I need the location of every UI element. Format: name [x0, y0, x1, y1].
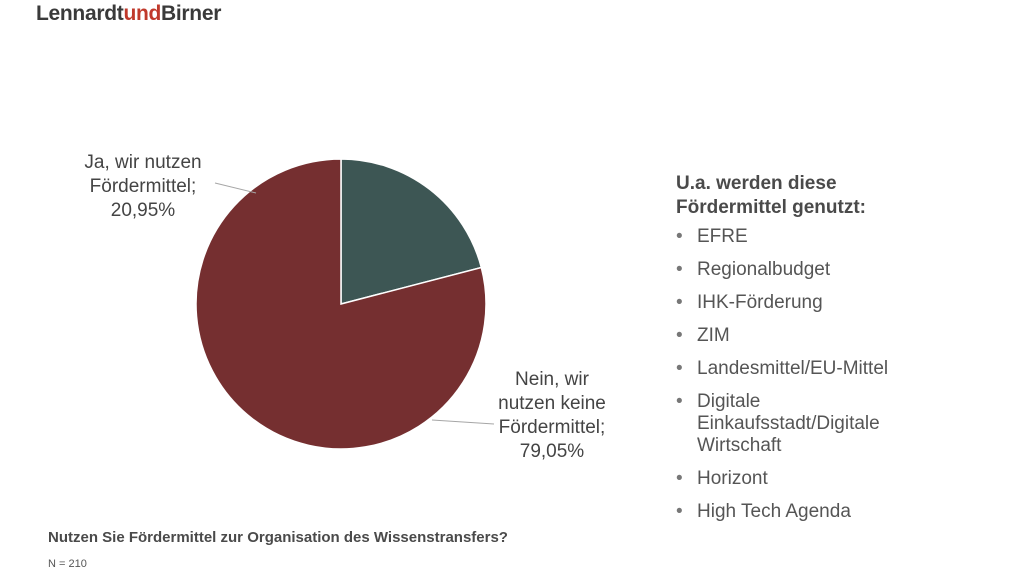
funding-list-item: Horizont: [676, 468, 1006, 490]
funding-list-item: IHK-Förderung: [676, 292, 1006, 314]
pie-leader-line: [214, 182, 257, 194]
funding-list-item: Regionalbudget: [676, 259, 1006, 281]
funding-list-item: EFRE: [676, 226, 1006, 248]
funding-list-item: Landesmittel/EU-Mittel: [676, 358, 1006, 380]
funding-list-title-line-2: Fördermittel genutzt:: [676, 197, 866, 218]
pie-slice-label-line: nutzen keine: [498, 393, 606, 414]
funding-list-item-text: Wirtschaft: [697, 435, 782, 456]
funding-list-item-text: Landesmittel/EU-Mittel: [697, 358, 889, 379]
pie-slice-label: Nein, wir nutzen keine Fördermittel; 79,05%: [498, 369, 606, 462]
pie-slice: [340, 158, 483, 305]
funding-list-item-text: Digitale: [697, 391, 761, 412]
funding-list-item-text: Einkaufsstadt/Digitale: [697, 413, 880, 434]
funding-list: EFRE Regionalbudget IHK-Förderung ZIM Landes…: [676, 226, 1006, 523]
pie-slice-label-line: 79,05%: [520, 441, 585, 462]
pie-slice-label: Ja, wir nutzen Fördermittel; 20,95%: [84, 152, 201, 221]
funding-list-item-text: ZIM: [697, 325, 730, 346]
funding-list-item-text: IHK-Förderung: [697, 292, 823, 313]
funding-list-item: ZIM: [676, 325, 1006, 347]
funding-list-panel: U.a. werden diese Fördermittel genutzt: …: [676, 172, 1006, 534]
brand-logo-part-3: Birner: [161, 2, 222, 25]
chart-question: Nutzen Sie Fördermittel zur Organisation…: [48, 529, 508, 546]
pie-leader-line: [431, 419, 495, 425]
funding-list-title: U.a. werden diese Fördermittel genutzt:: [676, 172, 1006, 220]
pie-slice-label-line: Fördermittel;: [499, 417, 606, 438]
pie-slice-label-line: Ja, wir nutzen: [84, 152, 201, 173]
funding-list-item-text: Regionalbudget: [697, 259, 831, 280]
funding-list-item-text: High Tech Agenda: [697, 501, 851, 522]
funding-list-item-text: EFRE: [697, 226, 748, 247]
brand-logo-part-2: und: [123, 2, 162, 25]
sample-size-note: N = 210: [48, 558, 87, 570]
pie-slice-label-line: Fördermittel;: [90, 176, 197, 197]
brand-logo: LennardtundBirner: [36, 2, 221, 26]
brand-logo-part-1: Lennardt: [36, 2, 124, 25]
pie-slice-label-line: Nein, wir: [515, 369, 590, 390]
pie-slice-label-line: 20,95%: [111, 200, 176, 221]
funding-list-title-line-1: U.a. werden diese: [676, 173, 837, 194]
funding-list-item: High Tech Agenda: [676, 501, 1006, 523]
funding-list-item-text: Horizont: [697, 468, 768, 489]
pie-slice: [195, 158, 487, 450]
